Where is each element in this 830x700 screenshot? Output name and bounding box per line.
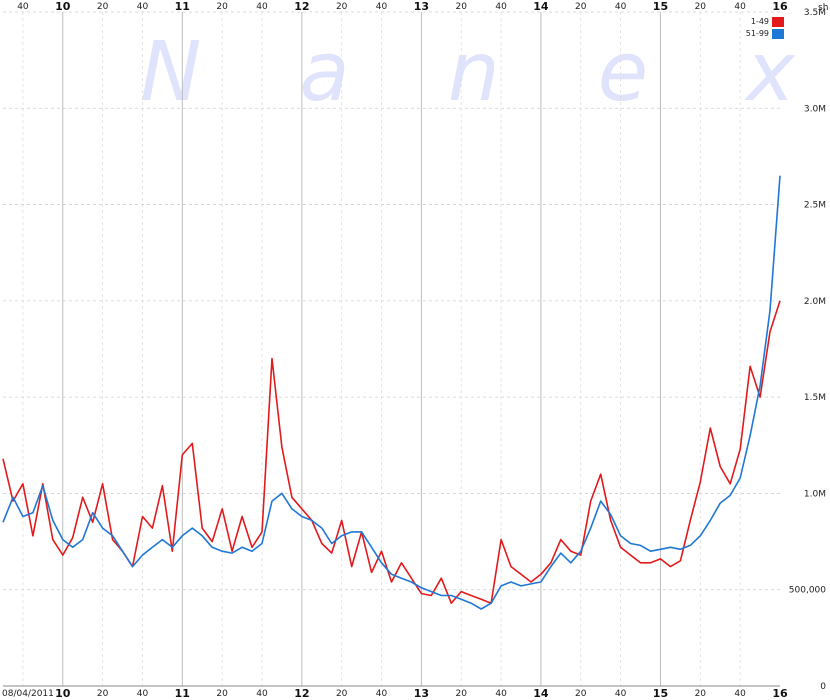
x-major-tick-label: 14	[533, 0, 549, 13]
x-major-tick-label: 11	[175, 687, 190, 700]
legend-label: 51-99	[746, 29, 769, 38]
y-tick-label: 2.0M	[804, 297, 826, 307]
x-minor-tick-label: 20	[456, 689, 468, 699]
y-tick-label: 2.5M	[804, 201, 826, 211]
x-minor-tick-label: 40	[495, 689, 507, 699]
series-line-2	[2, 175, 781, 610]
y-tick-label: 1.5M	[804, 393, 826, 403]
x-minor-tick-label: 40	[137, 2, 149, 12]
x-minor-tick-label: 20	[695, 2, 707, 12]
x-major-tick-label: 10	[55, 687, 71, 700]
y-tick-label: 500,000	[789, 586, 826, 596]
y-unit-label: sh	[818, 3, 828, 13]
x-minor-tick-label: 20	[336, 689, 348, 699]
x-minor-tick-label: 20	[336, 2, 348, 12]
x-major-tick-label: 13	[414, 0, 429, 13]
x-major-tick-label: 16	[772, 687, 788, 700]
y-tick-label: 3.0M	[804, 104, 826, 114]
x-minor-tick-label: 20	[695, 689, 707, 699]
x-major-tick-label: 12	[294, 687, 309, 700]
x-major-tick-label: 12	[294, 0, 309, 13]
x-major-tick-label: 15	[653, 687, 668, 700]
x-minor-tick-label: 20	[216, 689, 228, 699]
x-minor-tick-label: 20	[456, 2, 468, 12]
x-minor-tick-label: 20	[97, 689, 109, 699]
y-tick-label: 1.0M	[804, 489, 826, 499]
x-minor-tick-label: 40	[137, 689, 149, 699]
x-minor-tick-label: 40	[256, 689, 268, 699]
x-major-tick-label: 14	[533, 687, 549, 700]
x-minor-tick-label: 40	[615, 2, 627, 12]
series-layer	[2, 175, 781, 610]
legend-label: 1-49	[751, 17, 769, 26]
legend-swatch	[772, 29, 784, 39]
legend: 1-49 51-99	[746, 17, 784, 39]
x-minor-tick-label: 40	[376, 2, 388, 12]
x-major-tick-label: 10	[55, 0, 71, 13]
x-major-tick-label: 15	[653, 0, 668, 13]
x-major-tick-label: 16	[772, 0, 788, 13]
x-minor-tick-label: 40	[734, 2, 746, 12]
watermark: N a n e x	[140, 25, 830, 120]
x-axis-top: 10 11 12 13 14 15 16 40 20 40 20 40 20 40 20 40 20 40 20 40	[17, 0, 788, 13]
legend-swatch	[772, 17, 784, 27]
x-major-tick-label: 11	[175, 0, 190, 13]
x-axis-bottom: 10 11 12 13 14 15 16 20 40 20 40 20 40 20 40 20 40 20 40	[55, 687, 788, 700]
x-minor-tick-label: 40	[17, 2, 29, 12]
grid-lines	[3, 11, 780, 687]
x-minor-tick-label: 40	[495, 2, 507, 12]
x-minor-tick-label: 40	[256, 2, 268, 12]
x-minor-tick-label: 20	[575, 2, 587, 12]
y-tick-label: 0	[820, 682, 826, 692]
x-minor-tick-label: 40	[376, 689, 388, 699]
date-label: 08/04/2011	[2, 689, 54, 699]
x-minor-tick-label: 20	[216, 2, 228, 12]
y-axis: 0 500,000 1.0M 1.5M 2.0M 2.5M 3.0M 3.5M	[789, 8, 826, 692]
x-major-tick-label: 13	[414, 687, 429, 700]
x-minor-tick-label: 20	[575, 689, 587, 699]
x-minor-tick-label: 40	[615, 689, 627, 699]
x-minor-tick-label: 40	[734, 689, 746, 699]
x-minor-tick-label: 20	[97, 2, 109, 12]
y-tick-label: 3.5M	[804, 8, 826, 18]
